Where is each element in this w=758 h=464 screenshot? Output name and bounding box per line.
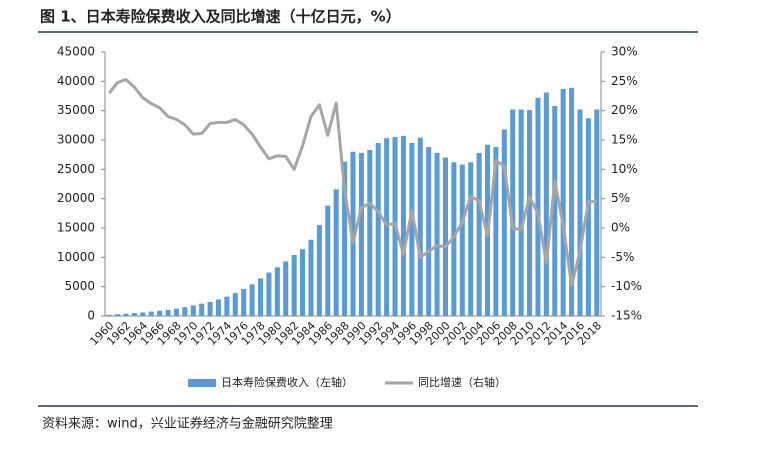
bar — [493, 147, 499, 316]
bar — [182, 307, 188, 316]
bar — [115, 314, 121, 316]
line — [108, 78, 597, 287]
bar — [249, 284, 255, 316]
bar — [552, 105, 558, 317]
y-tick-label: 30000 — [57, 133, 95, 147]
bar — [409, 142, 415, 316]
chart-title: 图 1、日本寿险保费收入及同比增速（十亿日元，%） — [40, 8, 401, 26]
bar — [199, 303, 205, 316]
y-tick-label: 15000 — [57, 221, 95, 235]
bar — [417, 137, 423, 316]
bar — [594, 109, 600, 316]
bar — [434, 152, 440, 316]
y-tick-label: 20000 — [57, 191, 95, 205]
bar — [300, 249, 306, 316]
bar — [274, 267, 280, 316]
bar — [207, 301, 213, 316]
bar — [442, 157, 448, 316]
y-tick-label: 35000 — [57, 103, 95, 117]
bar — [585, 118, 591, 316]
bar — [123, 313, 129, 316]
y-tick-label: 45000 — [57, 45, 95, 59]
legend-swatch — [188, 379, 216, 387]
y2-tick-label: 20% — [611, 103, 638, 117]
bar — [518, 109, 524, 316]
bar — [157, 310, 163, 316]
bar — [333, 189, 339, 316]
bar — [543, 92, 549, 316]
y-tick-label: 0 — [87, 309, 95, 323]
bar — [501, 129, 507, 316]
bar — [232, 293, 238, 316]
y2-tick-label: 5% — [611, 191, 630, 205]
bar — [106, 314, 112, 316]
bar — [367, 149, 373, 316]
bar — [577, 109, 583, 316]
bar — [375, 142, 381, 316]
bar — [131, 313, 137, 316]
bar — [459, 164, 465, 316]
bar — [400, 135, 406, 316]
bar — [342, 161, 348, 316]
source: 资料来源：wind，兴业证券经济与金融研究院整理 — [42, 416, 333, 432]
bar — [325, 205, 331, 316]
y2-tick-label: 25% — [611, 74, 638, 88]
y2-tick-label: 15% — [611, 133, 638, 147]
bar — [241, 289, 247, 316]
bar — [510, 109, 516, 316]
y2-tick-label: -5% — [611, 250, 634, 264]
bar — [215, 299, 222, 316]
y-tick-label: 25000 — [57, 162, 95, 176]
bar — [316, 225, 322, 316]
bar — [224, 296, 230, 316]
bar — [358, 152, 364, 316]
bar — [173, 308, 179, 316]
bar — [283, 261, 289, 316]
y2-tick-label: 30% — [611, 45, 638, 59]
bar — [569, 87, 575, 316]
bar — [426, 147, 432, 316]
bar — [384, 138, 390, 316]
bar — [476, 152, 482, 316]
bar — [308, 239, 314, 316]
bar — [165, 309, 171, 316]
bar — [451, 162, 457, 316]
bar — [148, 311, 154, 316]
y2-tick-label: 0% — [611, 221, 630, 235]
bar — [535, 97, 541, 316]
bar — [266, 272, 272, 316]
y-tick-label: 40000 — [57, 74, 95, 88]
y2-tick-label: -10% — [611, 279, 642, 293]
legend-label: 同比增速（右轴） — [418, 375, 506, 389]
y2-tick-label: -15% — [611, 309, 642, 323]
y-tick-label: 5000 — [64, 279, 95, 293]
bar — [468, 162, 474, 316]
y-tick-label: 10000 — [57, 250, 95, 264]
bar — [527, 110, 533, 316]
bar — [560, 88, 566, 317]
bar — [140, 312, 146, 316]
bar — [190, 305, 196, 316]
bar — [291, 254, 297, 316]
y2-tick-label: 10% — [611, 162, 638, 176]
legend-label: 日本寿险保费收入（左轴） — [221, 375, 353, 389]
bar — [258, 278, 264, 316]
